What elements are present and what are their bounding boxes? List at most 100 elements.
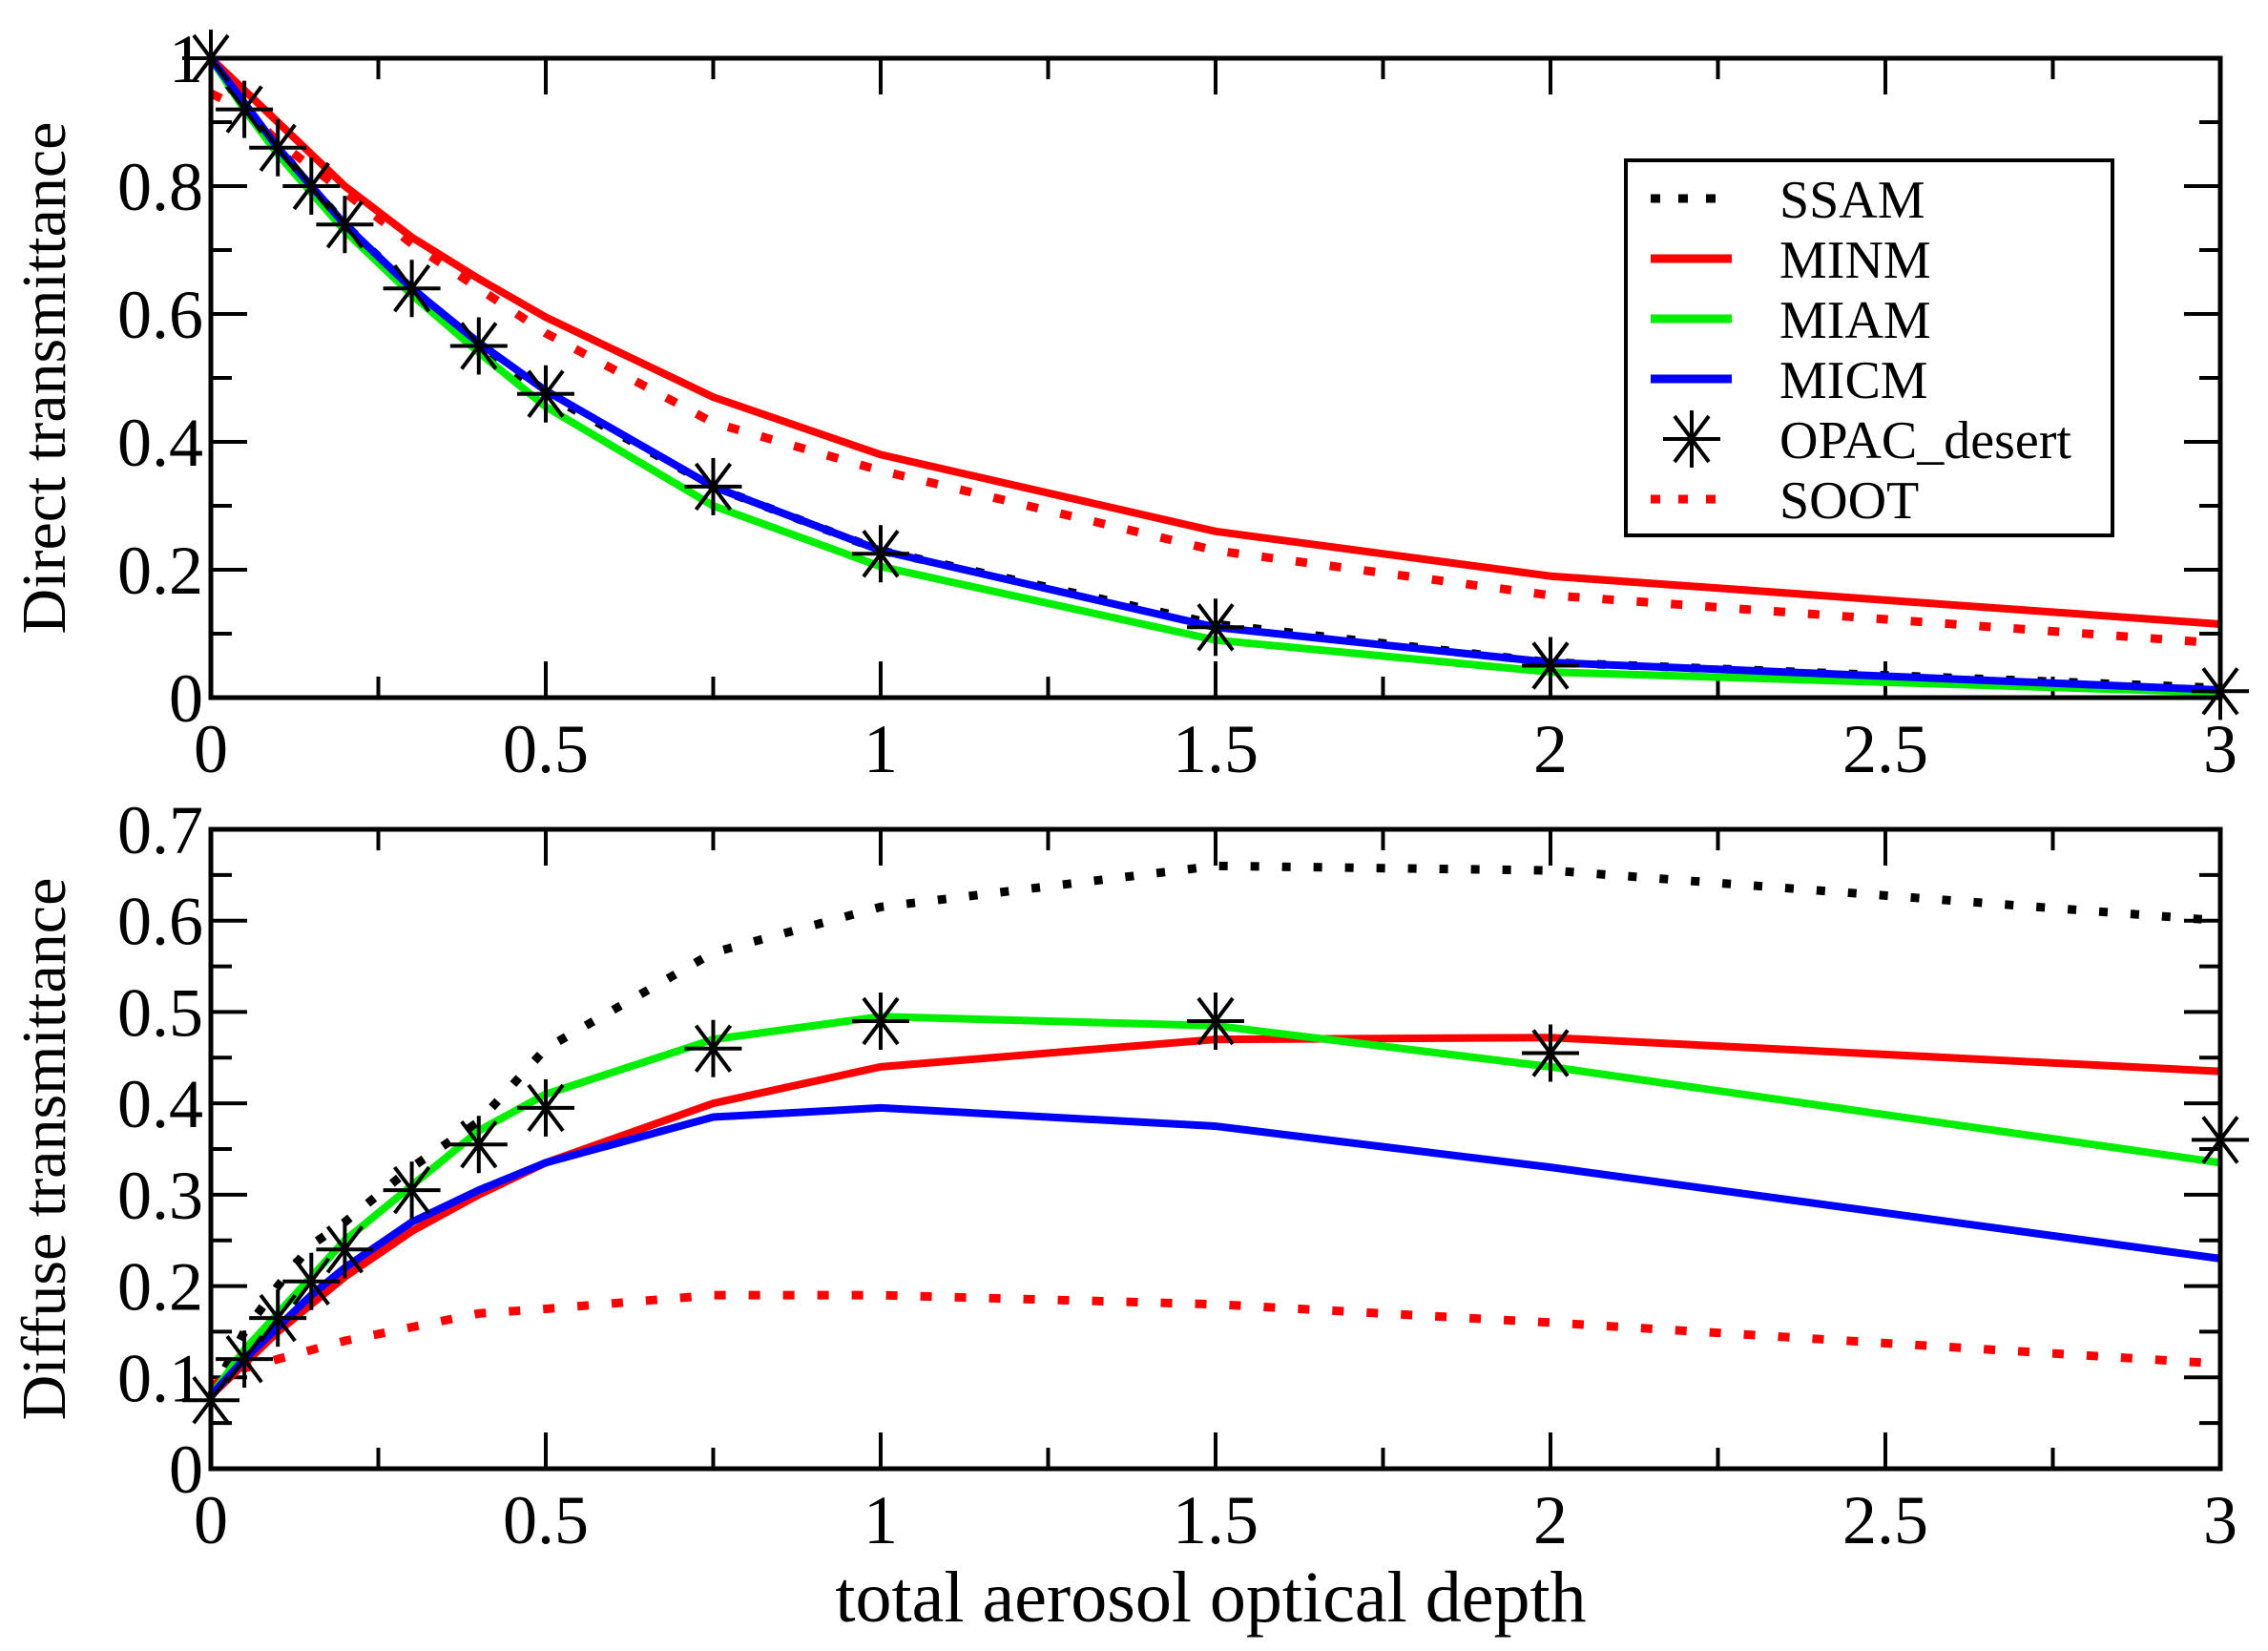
legend-label: SSAM bbox=[1779, 171, 1925, 230]
star-stroke bbox=[527, 1083, 565, 1133]
data-point-opac_desert bbox=[684, 457, 742, 515]
y-tick-label: 0.3 bbox=[117, 1158, 203, 1234]
y-tick-label: 0.7 bbox=[117, 792, 203, 868]
y-tick-label: 0.2 bbox=[117, 533, 203, 609]
star-stroke bbox=[1531, 1029, 1570, 1077]
legend-item-minm: MINM bbox=[1651, 231, 1931, 290]
data-point-opac_desert bbox=[1522, 1024, 1579, 1082]
legend-label: SOOT bbox=[1779, 471, 1919, 531]
plot-frame bbox=[208, 55, 2223, 700]
y-tick-label: 0 bbox=[169, 1432, 203, 1508]
data-point-opac_desert bbox=[1187, 598, 1244, 657]
legend-item-opac_desert: OPAC_desert bbox=[1663, 410, 2071, 470]
data-point-opac_desert bbox=[852, 993, 909, 1050]
series-group bbox=[182, 861, 2249, 1430]
data-point-opac_desert bbox=[449, 1116, 508, 1174]
star-stroke bbox=[1196, 603, 1235, 652]
x-tick-label: 0 bbox=[194, 711, 228, 787]
star-stroke bbox=[694, 462, 733, 512]
y-axis-label: Diffuse transmittance bbox=[10, 878, 79, 1421]
series-line-miam bbox=[207, 1013, 2221, 1398]
x-tick-label: 2.5 bbox=[1842, 711, 1928, 787]
y-tick-label: 0.4 bbox=[117, 405, 203, 481]
y-tick-label: 0.6 bbox=[117, 884, 203, 960]
panel-diffuse: 0 0.5 1 1.5 2 2.5 3 0 0.1 0.2 0.3 0.4 0.5 0.6 0.7 Diffu… bbox=[10, 792, 2249, 1638]
star-stroke bbox=[259, 123, 297, 173]
data-point-opac_desert bbox=[449, 317, 508, 375]
star-stroke bbox=[393, 1165, 431, 1215]
x-tick-label: 0.5 bbox=[503, 1482, 589, 1558]
legend-item-soot: SOOT bbox=[1651, 471, 1919, 531]
series-line-ssam bbox=[207, 861, 2221, 1398]
series-group bbox=[182, 30, 2249, 721]
x-tick-label: 2 bbox=[1533, 1482, 1568, 1558]
star-stroke bbox=[225, 85, 263, 134]
data-point-opac_desert bbox=[1187, 993, 1244, 1050]
x-tick-label: 2 bbox=[1533, 711, 1568, 787]
star-stroke bbox=[292, 161, 330, 211]
data-point-opac_desert bbox=[249, 118, 307, 177]
x-tick-label: 1.5 bbox=[1173, 1482, 1259, 1558]
data-point-opac_desert bbox=[1522, 637, 1579, 695]
x-tick-label: 3 bbox=[2203, 1482, 2237, 1558]
x-tick-label: 2.5 bbox=[1842, 1482, 1928, 1558]
x-tick-label: 0 bbox=[194, 1482, 228, 1558]
y-tick-label: 0.5 bbox=[117, 974, 203, 1051]
star-stroke bbox=[393, 264, 431, 313]
asterisk-marker-icon bbox=[1663, 410, 1720, 468]
data-point-opac_desert bbox=[684, 1019, 742, 1077]
data-point-opac_desert bbox=[282, 157, 341, 215]
plot-frame bbox=[208, 826, 2223, 1472]
data-point-opac_desert bbox=[852, 525, 909, 583]
x-tick-label: 3 bbox=[2203, 711, 2237, 787]
legend-item-ssam: SSAM bbox=[1651, 171, 1925, 230]
x-tick-label: 1 bbox=[864, 711, 898, 787]
star-stroke bbox=[694, 1024, 733, 1073]
y-axis-label: Direct transmittance bbox=[10, 122, 79, 635]
star-stroke bbox=[225, 1334, 263, 1384]
series-line-micm bbox=[208, 1103, 2221, 1399]
data-point-opac_desert bbox=[316, 1221, 374, 1279]
star-stroke bbox=[325, 199, 364, 249]
y-tick-label: 0.2 bbox=[117, 1249, 203, 1326]
y-tick-label: 0.4 bbox=[117, 1066, 203, 1142]
x-tick-label: 1.5 bbox=[1173, 711, 1259, 787]
data-point-opac_desert bbox=[517, 365, 574, 423]
data-point-opac_desert bbox=[216, 80, 274, 138]
star-stroke bbox=[259, 1293, 297, 1343]
y-tick-label: 0.6 bbox=[117, 277, 203, 353]
y-tick-label: 0.1 bbox=[117, 1340, 203, 1416]
data-point-opac_desert bbox=[383, 260, 441, 318]
legend-label: MINM bbox=[1779, 231, 1931, 290]
legend-label: MICM bbox=[1779, 351, 1928, 410]
legend-label: OPAC_desert bbox=[1779, 411, 2071, 470]
star-stroke bbox=[1673, 414, 1711, 464]
legend-item-miam: MIAM bbox=[1651, 291, 1931, 350]
data-point-opac_desert bbox=[216, 1330, 274, 1389]
x-axis-label: total aerosol optical depth bbox=[835, 1557, 1586, 1638]
star-stroke bbox=[325, 1225, 364, 1274]
y-tick-label: 0 bbox=[169, 660, 203, 737]
data-point-opac_desert bbox=[383, 1161, 441, 1220]
star-stroke bbox=[862, 530, 900, 578]
legend-label: MIAM bbox=[1779, 291, 1931, 350]
x-tick-label: 0.5 bbox=[503, 711, 589, 787]
x-tick-label: 1 bbox=[864, 1482, 898, 1558]
star-stroke bbox=[1531, 641, 1570, 690]
star-stroke bbox=[862, 996, 900, 1046]
star-stroke bbox=[527, 369, 565, 418]
y-tick-label: 0.8 bbox=[117, 149, 203, 225]
star-stroke bbox=[460, 1120, 498, 1169]
star-stroke bbox=[292, 1257, 330, 1306]
data-point-opac_desert bbox=[517, 1078, 574, 1137]
legend-item-micm: MICM bbox=[1651, 351, 1928, 410]
star-stroke bbox=[1196, 996, 1235, 1046]
series-line-soot bbox=[208, 1290, 2221, 1390]
data-point-opac_desert bbox=[249, 1289, 307, 1348]
data-point-opac_desert bbox=[282, 1252, 341, 1310]
data-point-opac_desert bbox=[316, 196, 374, 254]
legend-box bbox=[1624, 158, 2114, 537]
